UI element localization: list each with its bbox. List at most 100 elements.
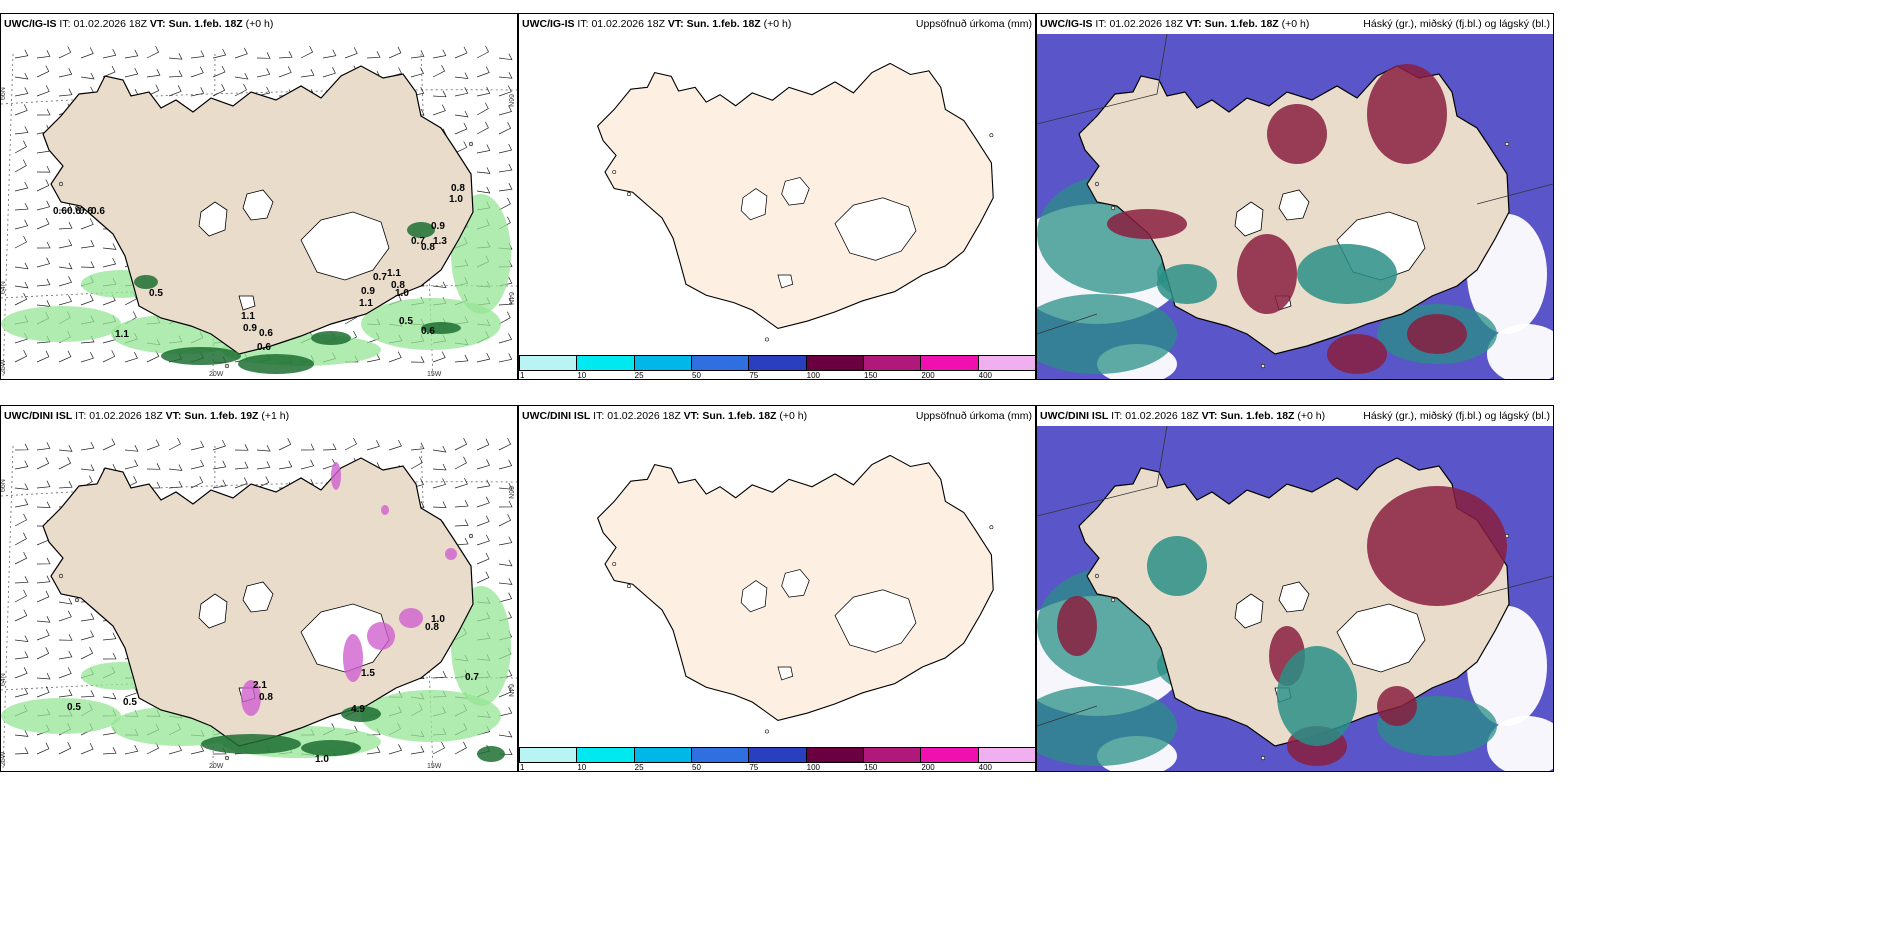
precip-value-label: 1.5: [361, 668, 375, 679]
wind-barb: [476, 121, 489, 135]
island: [989, 525, 994, 530]
wind-barb: [410, 67, 425, 78]
precip-value-label: 0.9: [243, 323, 257, 334]
wind-barb: [498, 311, 511, 325]
wind-barb: [14, 667, 28, 679]
wind-barb: [476, 552, 490, 565]
glacier-outline: [781, 177, 810, 206]
island: [58, 181, 64, 187]
wind-barb: [14, 72, 29, 80]
wind-barb: [59, 203, 73, 211]
precip-value-label: 0.5: [67, 702, 81, 713]
wind-barb: [388, 46, 402, 59]
wind-barb: [14, 281, 29, 289]
wind-barb: [212, 84, 226, 97]
panel-wind-precip-dini: UWC/DINI ISL IT: 01.02.2026 18Z VT: Sun.…: [0, 405, 518, 772]
precip-value-label: 0.6: [67, 206, 81, 217]
glacier-outline: [740, 580, 768, 613]
wind-barb: [454, 46, 468, 59]
map-cloud-cover[interactable]: [1037, 426, 1553, 771]
latitude-line: [1, 481, 517, 497]
wind-barb: [410, 50, 425, 59]
high-cloud-cell: [1057, 596, 1097, 656]
precip-value-label: 1.1: [359, 298, 373, 309]
wind-barb: [498, 163, 513, 173]
wind-barb: [432, 104, 446, 116]
wind-barb: [454, 87, 469, 97]
wind-barb: [14, 202, 29, 211]
panel-clouds-igis: UWC/IG-IS IT: 01.02.2026 18Z VT: Sun. 1.…: [1036, 13, 1554, 380]
island: [224, 363, 230, 369]
wind-barb: [58, 262, 73, 270]
wind-barb: [80, 294, 94, 306]
wind-barb: [278, 51, 293, 59]
heavy-precip-cell: [161, 347, 241, 365]
boundary-lines: [1037, 426, 1553, 727]
clear-sky-area: [1487, 716, 1553, 771]
panel-header: UWC/DINI ISL IT: 01.02.2026 18Z VT: Sun.…: [1, 406, 517, 426]
map-wind-barbs[interactable]: 66N 64N 25W 66N 64N 20W 15W 0.6 0.6 0.6 0.6 0.5 1.1 1…: [1, 34, 517, 379]
precip-value-label: 0.7: [373, 272, 387, 283]
iceland-landmass: [596, 454, 994, 734]
high-cloud-cell: [1367, 64, 1447, 164]
map-accumulated-precip[interactable]: [519, 426, 1035, 745]
wind-barb: [102, 632, 117, 641]
wind-barb: [14, 635, 29, 643]
iceland-landmass: [596, 62, 994, 342]
wind-barb: [234, 83, 247, 97]
map-accumulated-precip[interactable]: [519, 34, 1035, 353]
wind-barb: [432, 351, 446, 363]
wind-barb: [388, 744, 402, 755]
wind-barb: [278, 66, 292, 78]
wind-barb: [14, 140, 27, 154]
heavy-precip-areas: [134, 222, 461, 374]
wind-barb: [498, 197, 511, 211]
colorbar-swatch: [691, 747, 750, 763]
snow-cell: [367, 622, 395, 650]
wind-barb: [476, 87, 491, 97]
glacier-outline: [242, 581, 274, 613]
wind-barb: [498, 333, 513, 344]
wind-barb: [498, 459, 513, 470]
wind-barb: [80, 218, 94, 230]
wind-barb: [454, 354, 469, 363]
precip-value-label: 1.0: [315, 754, 329, 765]
map-wind-barbs[interactable]: 66N 64N 25W 66N 64N 20W 15W 0.5 0.5 4.9 1.0 0.7 2.1 0…: [1, 426, 517, 771]
wind-barb: [300, 443, 315, 451]
precip-value-label: 0.6: [421, 326, 435, 337]
high-cloud-cell: [1377, 686, 1417, 726]
wind-barb: [58, 88, 73, 97]
wind-barb: [14, 293, 28, 306]
wind-barb: [344, 437, 357, 451]
snow-cell: [343, 634, 363, 682]
wind-barb: [36, 442, 51, 451]
wind-barb: [58, 650, 73, 660]
precip-value-label: 4.9: [351, 704, 365, 715]
wind-barb: [102, 692, 117, 700]
map-cloud-cover[interactable]: [1037, 34, 1553, 379]
wind-barb: [212, 439, 226, 451]
wind-barb: [432, 478, 447, 489]
boundary-line: [1037, 705, 1098, 727]
wind-barb: [14, 513, 27, 527]
precip-value-labels: 0.6 0.60.60.60.51.11.10.9 0.60.60.81.00.90…: [53, 183, 465, 353]
precip-value-label: 0.5: [123, 697, 137, 708]
colorbar-swatch: [748, 747, 807, 763]
wind-barb: [498, 105, 513, 116]
wind-barb: [14, 87, 29, 97]
wind-barb: [322, 443, 337, 451]
colorbar-tick-label: 25: [634, 371, 644, 380]
wind-barb: [212, 48, 227, 59]
wind-barb: [14, 443, 29, 451]
precip-value-label: 0.9: [431, 221, 445, 232]
wind-barb: [14, 609, 28, 622]
precip-value-label: 0.6: [91, 206, 105, 217]
wind-barb: [476, 102, 489, 116]
colorbar-swatch: [633, 355, 692, 371]
wind-barb: [58, 667, 72, 679]
island: [1504, 141, 1510, 147]
wind-barb: [102, 49, 117, 59]
mid-cloud-areas: [1147, 536, 1357, 746]
wind-barb: [498, 483, 513, 490]
wind-barb: [36, 165, 51, 173]
